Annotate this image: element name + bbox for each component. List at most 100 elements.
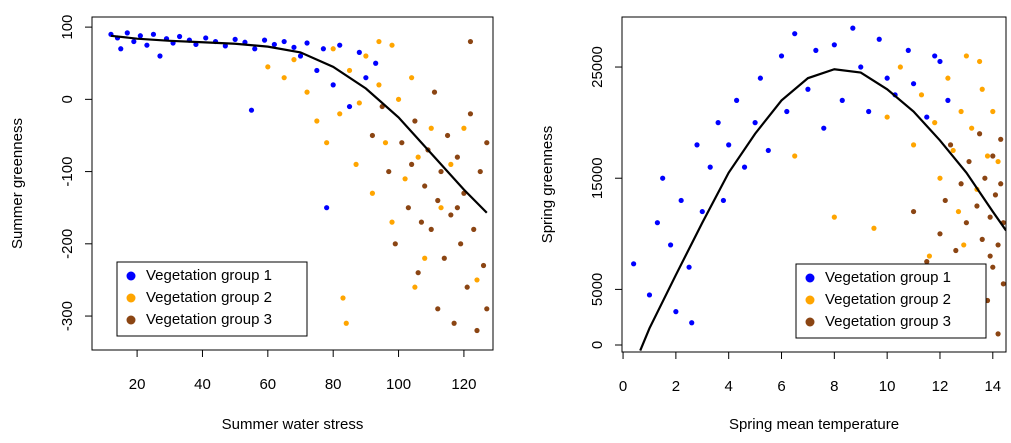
point <box>324 205 330 211</box>
point <box>694 142 700 148</box>
point <box>654 220 660 226</box>
point <box>720 197 727 204</box>
point <box>343 320 349 326</box>
point <box>150 31 157 37</box>
point <box>363 75 369 81</box>
point <box>932 53 938 59</box>
point <box>376 38 382 45</box>
point <box>646 292 653 298</box>
legend-marker <box>805 295 815 305</box>
point <box>369 190 376 196</box>
x-tick-label: 60 <box>259 376 276 393</box>
point <box>386 168 392 175</box>
point <box>435 306 441 312</box>
y-tick-label: 15000 <box>589 157 606 199</box>
point <box>686 264 692 270</box>
x-tick-label: 100 <box>386 376 411 393</box>
point <box>448 212 454 218</box>
point <box>678 197 684 204</box>
point <box>805 86 811 92</box>
point <box>428 226 434 232</box>
point <box>995 242 1001 248</box>
point <box>480 262 487 269</box>
point <box>945 75 951 81</box>
point <box>707 164 713 170</box>
point <box>974 203 980 209</box>
point <box>982 175 988 181</box>
point <box>995 158 1001 165</box>
point <box>314 118 320 124</box>
point <box>752 120 758 126</box>
point <box>405 205 411 211</box>
point <box>910 81 917 87</box>
point <box>715 120 721 126</box>
point <box>976 131 983 137</box>
point <box>271 41 277 48</box>
point <box>281 38 287 45</box>
point <box>910 208 917 215</box>
point <box>897 64 903 70</box>
point <box>884 75 890 81</box>
point <box>399 140 405 146</box>
point <box>961 242 967 248</box>
point <box>673 309 679 315</box>
point <box>918 92 925 98</box>
point <box>858 64 864 70</box>
fit-line <box>639 68 1006 351</box>
point <box>474 327 480 334</box>
point <box>467 38 474 45</box>
point <box>395 96 402 102</box>
point <box>955 208 962 215</box>
point <box>248 107 255 113</box>
point <box>144 42 150 48</box>
point <box>947 142 954 148</box>
point <box>966 158 972 165</box>
point <box>821 125 827 131</box>
point <box>660 175 666 181</box>
point <box>418 219 425 225</box>
legend-label: Vegetation group 3 <box>825 313 951 330</box>
point <box>667 242 674 248</box>
point <box>337 111 343 117</box>
point <box>831 42 837 48</box>
point <box>726 142 732 148</box>
point <box>866 108 872 115</box>
x-tick-label: 4 <box>725 378 733 395</box>
point <box>176 33 183 40</box>
point <box>905 47 911 53</box>
y-tick-label: -300 <box>59 301 76 331</box>
point <box>987 253 993 259</box>
point <box>689 320 695 326</box>
point <box>792 31 798 37</box>
point <box>412 118 418 124</box>
point <box>330 82 336 88</box>
point <box>157 53 163 59</box>
legend-box <box>795 263 987 339</box>
point <box>990 264 996 270</box>
legend-label: Vegetation group 1 <box>146 267 272 284</box>
point <box>958 181 964 187</box>
point <box>412 284 418 290</box>
y-tick-label: 0 <box>589 341 606 349</box>
y-tick-label: 25000 <box>589 46 606 88</box>
y-tick-label: 5000 <box>589 273 606 306</box>
point <box>291 57 297 63</box>
x-tick-label: 6 <box>777 378 785 395</box>
point <box>356 100 362 106</box>
point <box>792 153 798 159</box>
legend-marker <box>126 271 136 281</box>
point <box>461 125 467 131</box>
x-tick-label: 20 <box>129 376 146 393</box>
y-axis-label: Spring greenness <box>539 126 556 244</box>
point <box>969 125 975 131</box>
point <box>392 241 398 247</box>
point <box>222 43 228 49</box>
point <box>346 67 353 74</box>
point <box>441 255 447 261</box>
plot-frame <box>621 16 1007 353</box>
point <box>448 161 454 167</box>
point <box>444 132 451 139</box>
point <box>458 241 464 247</box>
point <box>409 161 415 167</box>
